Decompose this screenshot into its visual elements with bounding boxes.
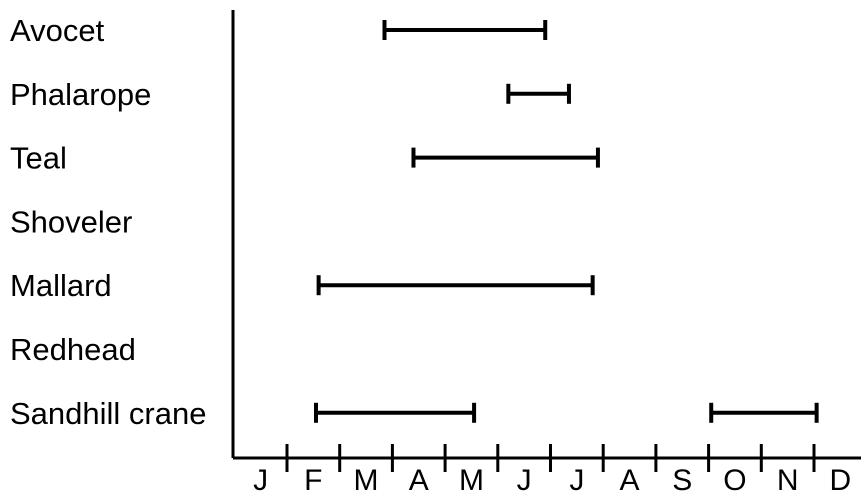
category-label: Mallard <box>10 268 112 303</box>
range-bar <box>316 275 595 296</box>
category-label: Teal <box>10 141 67 176</box>
x-tick-label: D <box>830 464 852 497</box>
range-bar <box>313 402 477 423</box>
range-bar <box>382 20 548 40</box>
category-label: Shoveler <box>10 204 132 239</box>
category-label: Avocet <box>10 13 105 48</box>
x-tick-label: S <box>672 464 692 497</box>
category-label: Redhead <box>10 332 136 367</box>
x-tick-label: J <box>253 464 268 497</box>
category-label: Phalarope <box>10 77 151 112</box>
x-tick-label: A <box>620 464 640 497</box>
range-bar <box>506 83 571 104</box>
x-tick-label: A <box>409 464 429 497</box>
category-labels: Avocet Phalarope Teal Shoveler Mallard Redhea… <box>10 13 206 431</box>
range-bar <box>709 402 819 423</box>
x-tick-label: N <box>777 464 799 497</box>
range-bar <box>411 147 600 168</box>
range-bars <box>313 20 819 423</box>
x-tick-label: J <box>569 464 584 497</box>
x-tick-label: M <box>354 464 379 497</box>
x-tick-label: F <box>304 464 322 497</box>
x-tick-label: M <box>459 464 484 497</box>
x-tick-label: O <box>723 464 746 497</box>
x-tick-label: J <box>517 464 532 497</box>
category-label: Sandhill crane <box>10 396 206 431</box>
